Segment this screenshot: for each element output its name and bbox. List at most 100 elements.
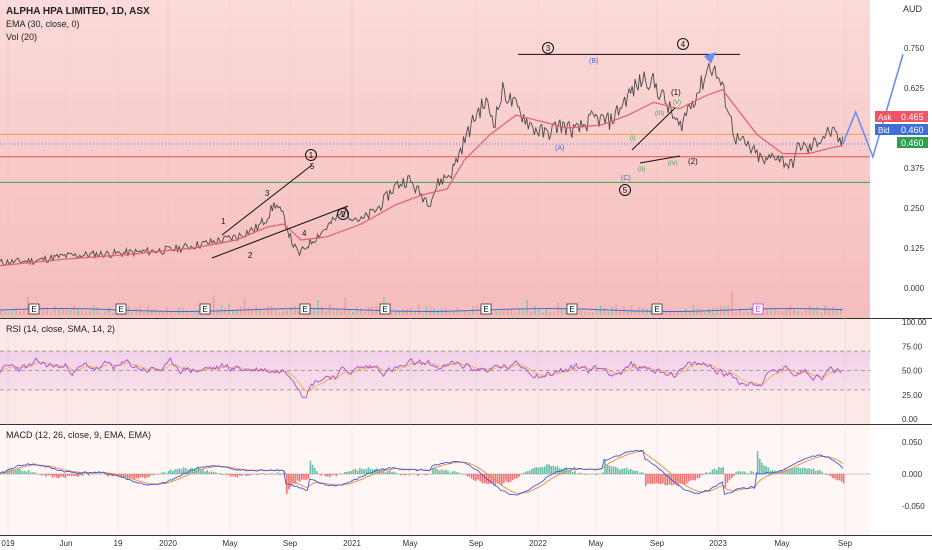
volume-bar xyxy=(739,307,741,315)
macd-histogram-bar xyxy=(333,474,335,475)
volume-bar xyxy=(7,312,10,315)
macd-tick-label: 0.000 xyxy=(902,470,923,479)
macd-histogram-bar xyxy=(361,468,363,474)
macd-histogram-bar xyxy=(346,471,348,474)
macd-histogram-bar xyxy=(331,474,333,476)
macd-histogram-bar xyxy=(675,474,677,485)
volume-bar xyxy=(19,311,21,315)
macd-indicator-label[interactable]: MACD (12, 26, close, 9, EMA, EMA) xyxy=(6,430,151,440)
macd-histogram-bar xyxy=(266,474,269,475)
macd-histogram-bar xyxy=(135,474,138,478)
macd-histogram-bar xyxy=(817,470,819,474)
macd-histogram-bar xyxy=(417,474,419,477)
volume-bar xyxy=(793,307,795,315)
macd-histogram-bar xyxy=(539,467,542,474)
volume-bar xyxy=(514,312,517,315)
macd-histogram-bar xyxy=(251,474,254,475)
macd-tick-label: 0.050 xyxy=(902,438,923,447)
macd-histogram-bar xyxy=(116,474,118,477)
volume-bar xyxy=(340,310,343,315)
rsi-indicator-label[interactable]: RSI (14, close, SMA, 14, 2) xyxy=(6,324,115,334)
macd-histogram-bar xyxy=(634,470,636,474)
macd-histogram-bar xyxy=(683,474,686,485)
macd-histogram-bar xyxy=(311,464,314,474)
volume-bar xyxy=(824,305,826,315)
macd-histogram-bar xyxy=(776,471,778,474)
macd-histogram-bar xyxy=(449,472,451,474)
macd-histogram-bar xyxy=(27,470,30,474)
price-tick-label: 0.125 xyxy=(904,244,925,253)
macd-histogram-bar xyxy=(348,471,350,474)
macd-histogram-bar xyxy=(737,471,740,474)
macd-histogram-bar xyxy=(505,474,507,482)
volume-bar xyxy=(143,312,145,315)
volume-indicator-label[interactable]: Vol (20) xyxy=(6,32,37,42)
macd-histogram-bar xyxy=(144,474,146,479)
volume-bar xyxy=(491,312,494,315)
macd-histogram-bar xyxy=(174,469,176,474)
macd-histogram-bar xyxy=(43,474,45,475)
macd-histogram-bar xyxy=(88,474,90,476)
price-tick-label: 0.250 xyxy=(904,204,925,213)
macd-histogram-bar xyxy=(629,468,632,474)
volume-bar xyxy=(290,307,292,315)
macd-histogram-bar xyxy=(464,474,466,475)
macd-histogram-bar xyxy=(326,474,329,477)
macd-histogram-bar xyxy=(636,470,638,474)
volume-bar xyxy=(394,311,397,315)
volume-bar xyxy=(518,308,521,315)
volume-bar xyxy=(3,311,6,315)
axis-bg xyxy=(870,0,932,550)
macd-histogram-bar xyxy=(834,474,836,479)
macd-histogram-bar xyxy=(470,474,473,479)
macd-histogram-bar xyxy=(612,466,615,474)
macd-histogram-bar xyxy=(696,474,699,479)
x-tick-label: 2020 xyxy=(159,539,177,548)
macd-histogram-bar xyxy=(754,474,757,475)
macd-histogram-bar xyxy=(129,474,131,478)
macd-histogram-bar xyxy=(812,468,815,474)
macd-histogram-bar xyxy=(715,470,718,474)
macd-histogram-bar xyxy=(500,474,503,486)
volume-bar xyxy=(251,308,254,315)
macd-histogram-bar xyxy=(279,474,282,475)
earnings-marker-box xyxy=(199,303,211,315)
macd-histogram-bar xyxy=(488,474,490,484)
macd-histogram-bar xyxy=(543,466,546,474)
macd-histogram-bar xyxy=(245,474,247,476)
volume-bar xyxy=(832,306,834,315)
volume-bar xyxy=(278,312,281,315)
volume-bar xyxy=(630,305,633,315)
volume-bar xyxy=(530,311,532,315)
macd-histogram-bar xyxy=(51,474,54,478)
macd-histogram-bar xyxy=(685,474,688,484)
macd-histogram-bar xyxy=(765,466,767,474)
macd-histogram-bar xyxy=(21,471,24,474)
macd-histogram-bar xyxy=(758,458,761,474)
volume-bar xyxy=(344,297,347,315)
volume-bar xyxy=(189,312,192,315)
macd-histogram-bar xyxy=(292,474,294,484)
volume-bar xyxy=(232,309,234,315)
macd-histogram-bar xyxy=(838,474,841,481)
volume-bar xyxy=(801,312,803,315)
macd-histogram-bar xyxy=(724,474,727,488)
volume-bar xyxy=(545,308,548,315)
macd-histogram-bar xyxy=(126,474,129,480)
macd-histogram-bar xyxy=(576,473,578,474)
volume-bar xyxy=(580,310,583,315)
x-tick-label: 2023 xyxy=(709,539,727,548)
x-tick-label: May xyxy=(222,539,237,548)
macd-histogram-bar xyxy=(537,467,540,474)
macd-histogram-bar xyxy=(363,469,365,474)
macd-histogram-bar xyxy=(756,450,759,474)
x-tick-label: 019 xyxy=(1,539,15,548)
ema-indicator-label[interactable]: EMA (30, close, 0) xyxy=(6,19,80,29)
earnings-marker-label: E xyxy=(118,305,123,314)
macd-histogram-bar xyxy=(711,469,714,474)
volume-bar xyxy=(263,311,265,315)
macd-histogram-bar xyxy=(180,469,183,474)
rsi-tick-label: 50.00 xyxy=(902,367,923,376)
macd-series xyxy=(0,449,870,496)
currency-label: AUD xyxy=(903,4,923,14)
